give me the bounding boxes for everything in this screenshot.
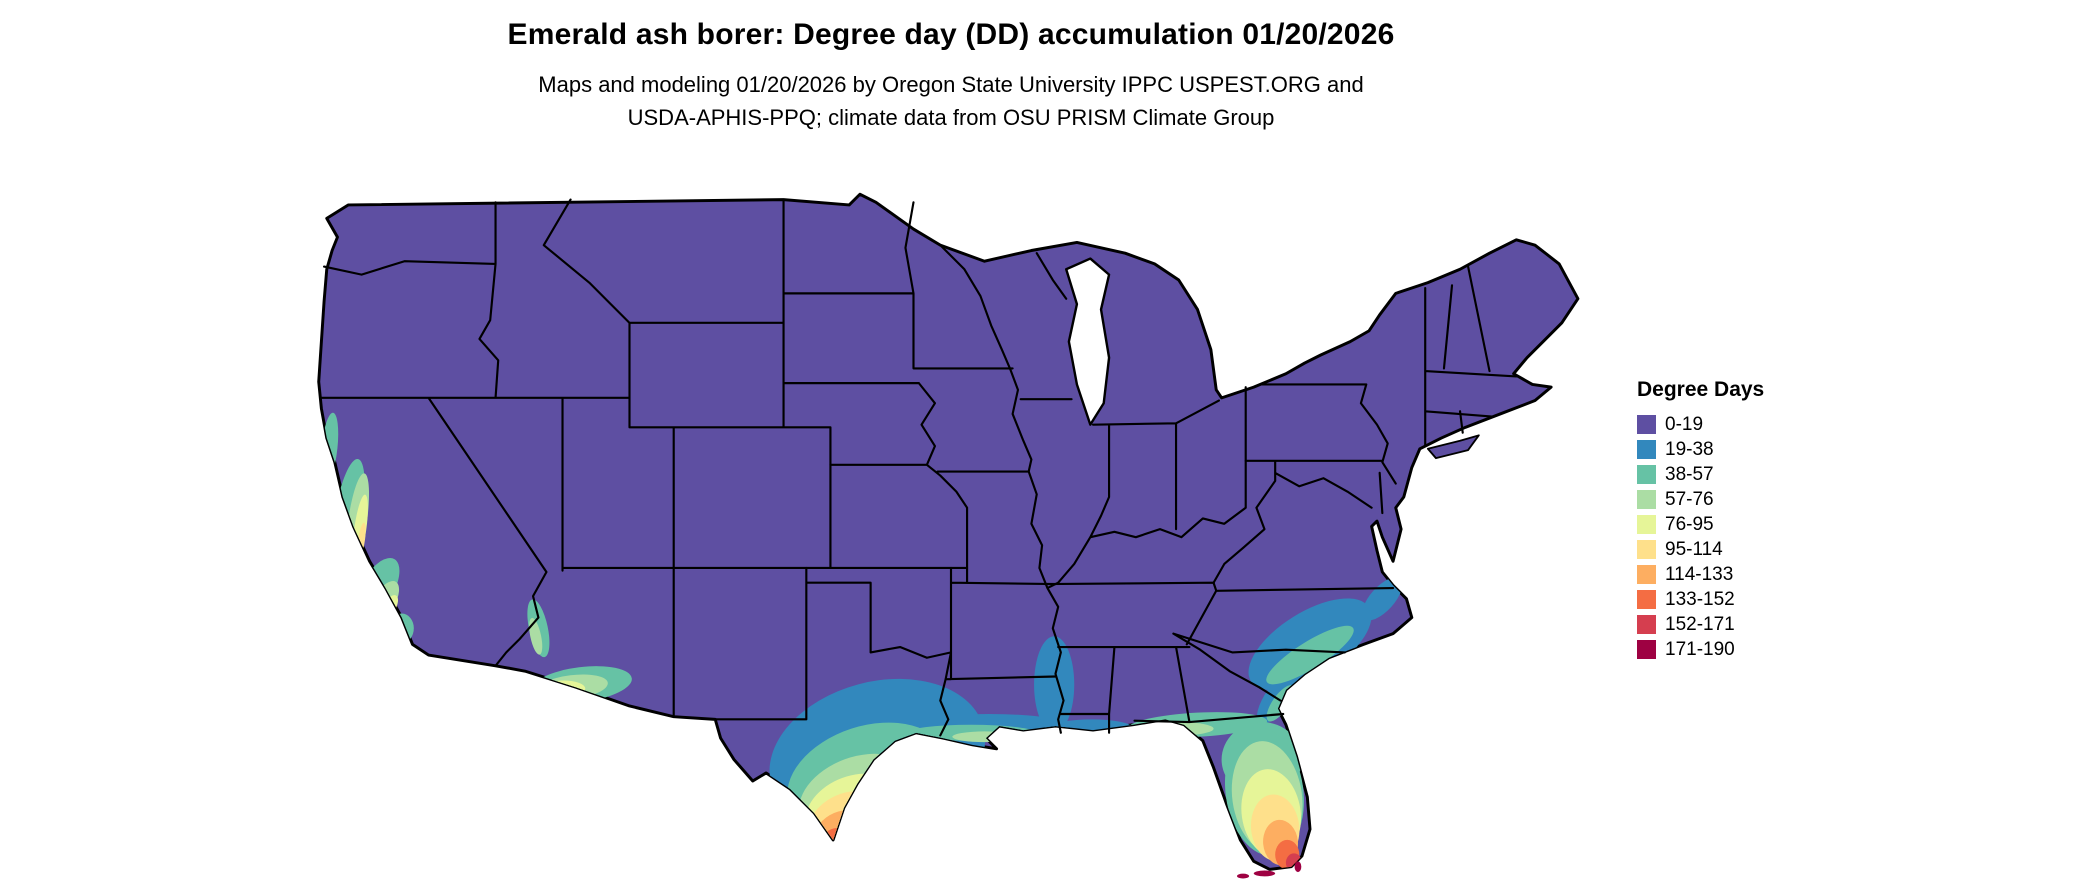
legend: Degree Days 0-19 19-38 38-57 57-76 76-95… xyxy=(1637,378,1764,662)
dd-band-133-152 xyxy=(821,828,1300,870)
legend-label: 95-114 xyxy=(1665,538,1723,560)
legend-swatch xyxy=(1637,615,1656,634)
state-borders-east xyxy=(1212,265,1518,584)
legend-swatch xyxy=(1637,440,1656,459)
legend-label: 57-76 xyxy=(1665,488,1714,510)
us-landmass xyxy=(317,192,1580,871)
legend-swatch xyxy=(1637,465,1656,484)
legend-swatch xyxy=(1637,590,1656,609)
legend-title: Degree Days xyxy=(1637,378,1765,401)
page-title: Emerald ash borer: Degree day (DD) accum… xyxy=(507,18,1395,51)
legend-swatch xyxy=(1637,515,1656,534)
state-borders-plains xyxy=(714,201,1057,737)
legend-swatch xyxy=(1637,565,1656,584)
state-borders-south xyxy=(1043,581,1395,734)
dd-band-114-133 xyxy=(814,810,1298,866)
subtitle-line-1: Maps and modeling 01/20/2026 by Oregon S… xyxy=(538,72,1364,97)
legend-label: 133-152 xyxy=(1665,588,1735,610)
legend-swatch xyxy=(1637,540,1656,559)
dd-band-171-190-florida-keys xyxy=(1237,861,1302,879)
legend-label: 114-133 xyxy=(1665,563,1734,585)
legend-label: 171-190 xyxy=(1665,638,1735,660)
legend-item: 19-38 xyxy=(1637,437,1764,462)
us-map-svg xyxy=(317,192,1580,879)
legend-label: 38-57 xyxy=(1665,463,1714,485)
legend-item: 95-114 xyxy=(1637,537,1764,562)
legend-item: 38-57 xyxy=(1637,462,1764,487)
long-island xyxy=(1426,434,1480,460)
legend-item: 152-171 xyxy=(1637,612,1764,637)
legend-item: 57-76 xyxy=(1637,487,1764,512)
subtitle: Maps and modeling 01/20/2026 by Oregon S… xyxy=(0,68,1902,134)
legend-item: 76-95 xyxy=(1637,512,1764,537)
state-borders xyxy=(318,198,1518,737)
us-degree-day-map xyxy=(308,186,1594,883)
legend-label: 152-171 xyxy=(1665,613,1735,635)
legend-item: 133-152 xyxy=(1637,587,1764,612)
legend-swatch xyxy=(1637,415,1656,434)
legend-item: 114-133 xyxy=(1637,562,1764,587)
lake-michigan xyxy=(1064,257,1111,426)
subtitle-line-2: USDA-APHIS-PPQ; climate data from OSU PR… xyxy=(627,105,1275,130)
legend-swatch xyxy=(1637,640,1656,659)
header: Emerald ash borer: Degree day (DD) accum… xyxy=(0,18,1902,134)
legend-label: 76-95 xyxy=(1665,513,1714,535)
legend-item: 171-190 xyxy=(1637,637,1764,662)
legend-label: 0-19 xyxy=(1665,413,1704,435)
state-borders-midwest xyxy=(939,244,1247,734)
legend-item: 0-19 xyxy=(1637,412,1764,437)
state-borders-west xyxy=(318,198,969,718)
legend-swatch xyxy=(1637,490,1656,509)
legend-label: 19-38 xyxy=(1665,438,1714,460)
